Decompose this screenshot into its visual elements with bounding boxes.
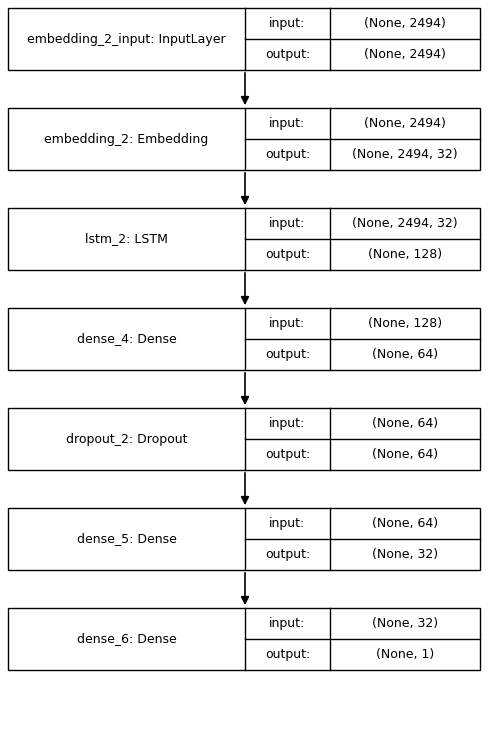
Text: (None, 64): (None, 64): [372, 348, 438, 361]
Text: input:: input:: [269, 517, 305, 530]
Text: (None, 128): (None, 128): [368, 317, 442, 330]
Text: dropout_2: Dropout: dropout_2: Dropout: [66, 433, 187, 445]
Text: (None, 2494): (None, 2494): [364, 17, 446, 30]
Text: input:: input:: [269, 617, 305, 630]
Bar: [8, 208, 480, 270]
Text: input:: input:: [269, 417, 305, 430]
Text: (None, 2494, 32): (None, 2494, 32): [352, 148, 458, 161]
Text: output:: output:: [265, 548, 310, 561]
Bar: [8, 408, 480, 470]
Text: input:: input:: [269, 117, 305, 130]
Text: (None, 128): (None, 128): [368, 248, 442, 261]
Text: embedding_2: Embedding: embedding_2: Embedding: [44, 133, 209, 145]
Text: output:: output:: [265, 248, 310, 261]
Bar: [8, 308, 480, 370]
Text: (None, 32): (None, 32): [372, 548, 438, 561]
Text: dense_5: Dense: dense_5: Dense: [77, 533, 177, 545]
Text: input:: input:: [269, 17, 305, 30]
Text: output:: output:: [265, 448, 310, 461]
Text: (None, 64): (None, 64): [372, 417, 438, 430]
Text: output:: output:: [265, 48, 310, 61]
Text: output:: output:: [265, 348, 310, 361]
Bar: [8, 508, 480, 570]
Bar: [8, 8, 480, 70]
Text: (None, 2494): (None, 2494): [364, 117, 446, 130]
Bar: [8, 608, 480, 670]
Text: (None, 32): (None, 32): [372, 617, 438, 630]
Text: dense_6: Dense: dense_6: Dense: [77, 632, 176, 646]
Text: lstm_2: LSTM: lstm_2: LSTM: [85, 232, 168, 245]
Text: (None, 64): (None, 64): [372, 448, 438, 461]
Text: output:: output:: [265, 648, 310, 661]
Text: (None, 2494, 32): (None, 2494, 32): [352, 217, 458, 230]
Text: input:: input:: [269, 317, 305, 330]
Text: input:: input:: [269, 217, 305, 230]
Text: embedding_2_input: InputLayer: embedding_2_input: InputLayer: [27, 32, 226, 46]
Text: output:: output:: [265, 148, 310, 161]
Text: dense_4: Dense: dense_4: Dense: [77, 332, 176, 346]
Text: (None, 64): (None, 64): [372, 517, 438, 530]
Bar: [8, 108, 480, 170]
Text: (None, 2494): (None, 2494): [364, 48, 446, 61]
Text: (None, 1): (None, 1): [376, 648, 434, 661]
